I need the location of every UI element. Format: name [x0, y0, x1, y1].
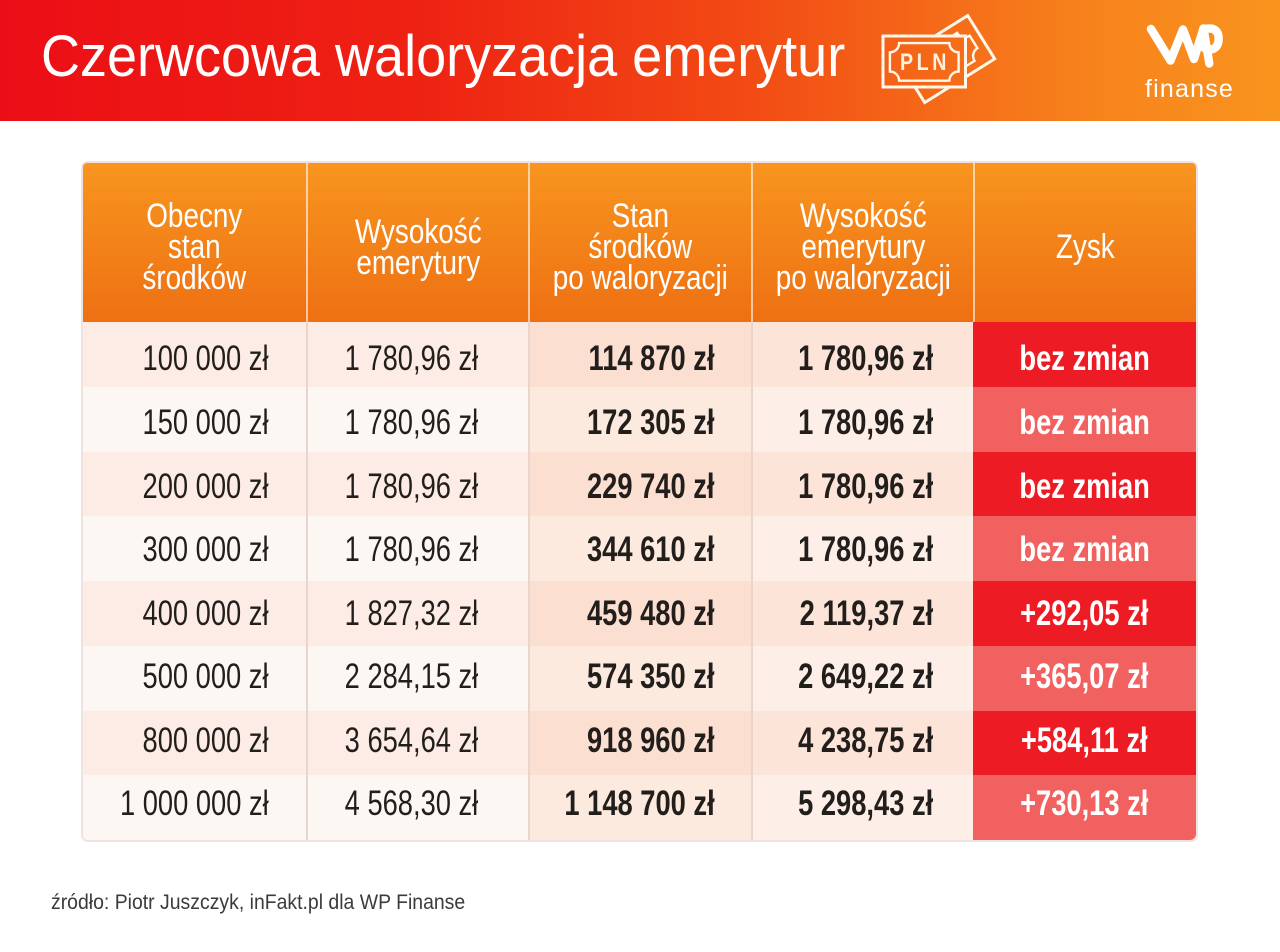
svg-text:PLN: PLN [900, 48, 950, 76]
svg-text:finanse: finanse [1145, 75, 1234, 103]
